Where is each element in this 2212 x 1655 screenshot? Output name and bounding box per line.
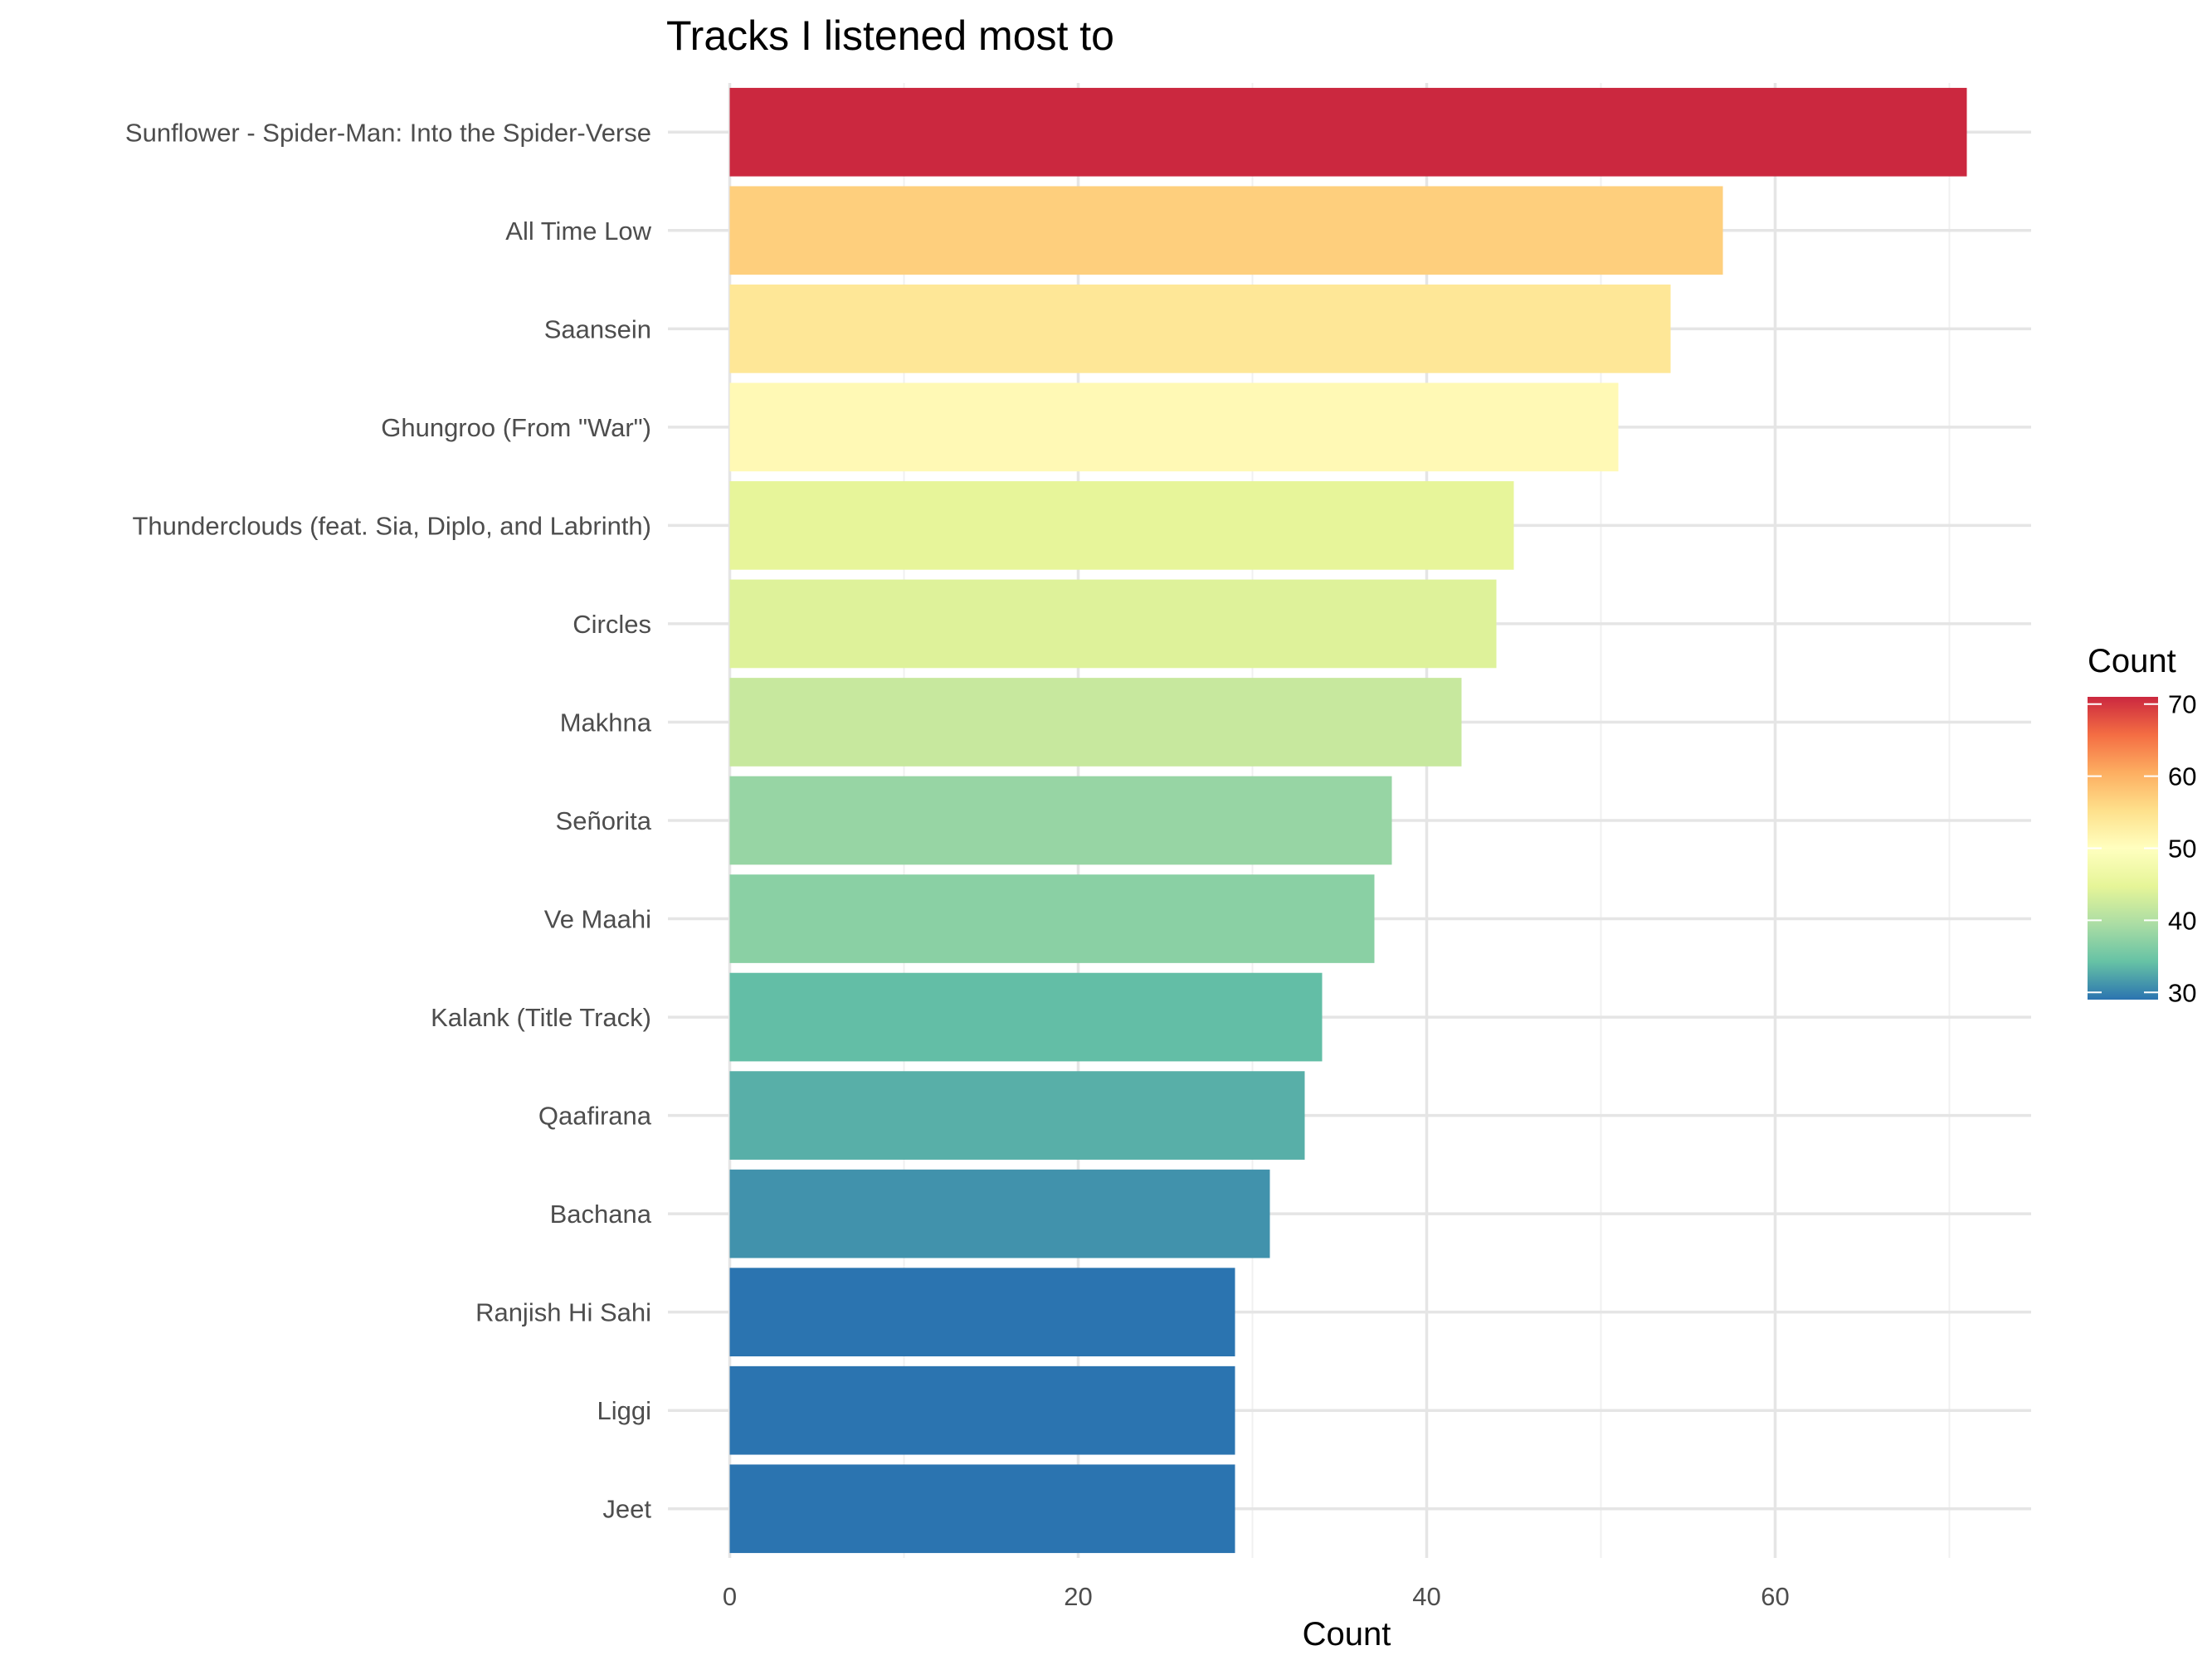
bar [729,87,1967,177]
y-tick-label: Makhna [560,708,652,737]
y-tick-label: Ghungroo (From "War") [381,413,651,442]
x-tick-label: 40 [1412,1582,1440,1611]
legend-ticks: 30 40 50 60 70 [2088,690,2196,1007]
y-tick-label: Señorita [556,806,652,835]
bar [729,481,1514,570]
bars [729,87,1967,1554]
bar [729,382,1619,472]
y-tick-label: Jeet [602,1495,651,1524]
legend-tick-label: 30 [2168,978,2196,1007]
bar [729,1464,1235,1554]
legend-tick-label: 50 [2168,835,2196,864]
bar [729,874,1375,963]
bar [729,1169,1270,1258]
y-tick-label: Kalank (Title Track) [431,1003,651,1032]
legend: Count 30 40 50 60 70 [2088,643,2196,1007]
legend-title: Count [2088,643,2176,679]
y-tick-label: All Time Low [505,217,651,246]
bar [729,1268,1235,1357]
x-tick-label: 60 [1761,1582,1789,1611]
bar [729,186,1723,275]
y-tick-label: Saansein [544,314,651,343]
y-tick-label: Circles [572,610,651,639]
y-tick-label: Sunflower - Spider-Man: Into the Spider-… [125,118,651,147]
bar [729,579,1497,669]
bar [729,284,1671,373]
legend-tick-label: 70 [2168,690,2196,719]
y-tick-label: Qaafirana [538,1102,652,1131]
bar [729,678,1462,767]
bar [729,972,1323,1062]
y-tick-label: Thunderclouds (feat. Sia, Diplo, and Lab… [132,511,651,540]
y-tick-label: Bachana [550,1200,652,1229]
y-tick-label: Liggi [597,1396,652,1425]
y-axis-tick-labels: Sunflower - Spider-Man: Into the Spider-… [125,118,652,1523]
bar [729,776,1392,865]
chart-title: Tracks I listened most to [666,12,1114,59]
legend-tick-label: 40 [2168,906,2196,935]
x-axis-tick-labels: 0 20 40 60 [723,1582,1790,1611]
y-tick-label: Ranjish Hi Sahi [475,1298,651,1327]
bar [729,1071,1305,1160]
x-tick-label: 20 [1064,1582,1092,1611]
x-axis-label: Count [1303,1616,1391,1653]
y-tick-label: Ve Maahi [544,905,651,934]
x-tick-label: 0 [723,1582,737,1611]
bar [729,1365,1235,1455]
legend-tick-label: 60 [2168,762,2196,791]
